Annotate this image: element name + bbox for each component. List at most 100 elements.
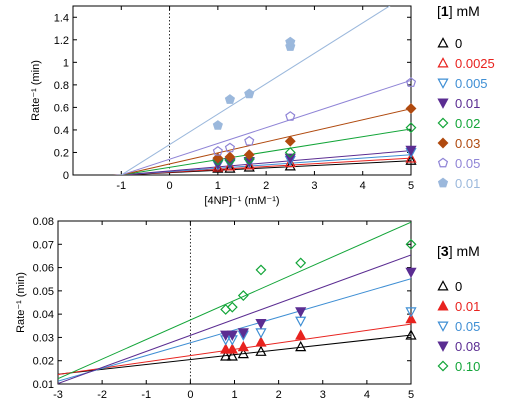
legend: [3] mM 0 0.01 0.05 0.08 0.10	[437, 243, 480, 374]
legend-marker	[437, 57, 449, 68]
chart-panel-top: -1 0 1 2 3 4 5 0 0.2 0.4 0.6 0.8 1 1.2 1.4 [4NP]⁻¹ (mM⁻…	[30, 3, 495, 207]
data-point	[295, 329, 307, 340]
data-point	[224, 142, 236, 153]
x-tick-label: 4	[360, 180, 366, 192]
series-0.01	[212, 36, 296, 130]
legend-marker	[437, 137, 449, 149]
y-tick-label: 0.07	[33, 239, 54, 251]
data-point	[255, 318, 267, 330]
legend-label: 0.02	[455, 116, 480, 131]
y-tick-label: 1	[63, 57, 69, 69]
data-point	[237, 347, 249, 359]
data-point	[295, 307, 307, 318]
legend-marker	[437, 360, 449, 372]
y-tick-label: 0.08	[33, 216, 54, 228]
data-point	[243, 161, 255, 172]
data-point	[220, 350, 232, 361]
fit-line-0.01	[115, 150, 411, 175]
data-point	[224, 160, 236, 171]
data-point	[284, 153, 296, 164]
legend-title: [3] mM	[437, 243, 480, 259]
fit-line-0.03	[119, 108, 411, 175]
y-tick-label: 0.03	[33, 332, 54, 344]
data-point	[284, 156, 296, 168]
legend-label: 0.08	[455, 339, 480, 354]
series-0.0025	[212, 152, 417, 172]
data-point	[284, 147, 296, 158]
fit-line-0.08	[58, 254, 411, 384]
legend-label: 0.05	[455, 319, 480, 334]
legend-marker	[437, 177, 449, 188]
y-tick-label: 0.01	[33, 379, 54, 391]
legend-label: 0.01	[455, 96, 480, 111]
data-point	[405, 329, 417, 340]
data-point	[224, 151, 236, 163]
legend-marker	[437, 117, 449, 129]
data-point	[224, 94, 236, 104]
data-point	[226, 330, 238, 341]
data-point	[295, 340, 307, 352]
x-tick-label: 5	[408, 180, 414, 192]
data-point	[243, 149, 255, 161]
fit-line-0.05	[119, 79, 411, 175]
data-point	[244, 88, 255, 99]
x-tick-label: 1	[231, 389, 237, 401]
y-tick-label: 0.6	[54, 102, 69, 114]
x-tick-label: 4	[364, 389, 370, 401]
legend-marker	[437, 341, 449, 352]
data-point	[405, 267, 417, 279]
x-tick-label: 2	[263, 180, 269, 192]
data-point	[224, 162, 236, 173]
legend-marker	[437, 280, 449, 291]
data-point	[220, 330, 232, 341]
data-point	[405, 145, 417, 157]
series-0.03	[212, 103, 417, 164]
data-point	[212, 145, 223, 156]
series-0.05	[212, 77, 417, 156]
x-tick-label: -2	[97, 389, 107, 401]
y-tick-label: 0.06	[33, 263, 54, 275]
data-point	[237, 328, 249, 339]
data-point	[226, 301, 238, 313]
data-point	[295, 316, 307, 327]
y-tick-label: 0.02	[33, 356, 54, 368]
legend-marker	[437, 98, 449, 109]
data-point	[405, 122, 417, 134]
legend-label: 0.005	[455, 76, 488, 91]
fit-lines	[111, 6, 411, 175]
fit-line-0.05	[58, 278, 411, 382]
legend-label: 0.01	[455, 176, 480, 191]
legend-marker	[437, 37, 449, 48]
data-point	[212, 152, 224, 164]
data-point	[255, 336, 267, 347]
plot-frame	[72, 5, 412, 176]
x-tick-label: 3	[311, 180, 317, 192]
legend-compound: 3	[441, 243, 449, 259]
chart-panel-bottom: -3 -2 -1 0 1 2 3 4 5 0.01 0.02 0.03 0.04 0.05 0.06 0.07…	[15, 216, 480, 401]
data-point	[284, 135, 296, 147]
y-tick-label: 1.4	[54, 12, 69, 24]
fit-lines	[58, 221, 411, 384]
y-axis-label: Rate⁻¹ (min)	[15, 272, 27, 333]
y-tick-label: 0.4	[54, 125, 69, 137]
data-point	[255, 328, 267, 339]
legend: [1] mM 0 0.0025 0.005 0.01 0.02 0.03 0.05 0.01	[437, 3, 495, 191]
data-point	[226, 350, 238, 361]
series-0.08	[220, 267, 417, 341]
x-tick-label: 5	[408, 389, 414, 401]
fit-line-0.10	[58, 221, 411, 380]
data-point	[220, 343, 232, 354]
data-point	[243, 158, 255, 170]
data-point	[284, 160, 296, 171]
x-tick-label: 1	[215, 180, 221, 192]
data-point	[405, 103, 417, 114]
data-point	[405, 238, 417, 250]
data-point	[405, 312, 417, 324]
fit-line-0.01	[120, 6, 391, 175]
data-point	[212, 120, 223, 130]
legend-marker	[437, 300, 449, 311]
x-axis-label: [4NP]⁻¹ (mM⁻¹)	[204, 195, 279, 207]
legend-marker	[437, 78, 449, 89]
data-point	[285, 36, 296, 47]
legend-label: 0	[455, 279, 462, 294]
